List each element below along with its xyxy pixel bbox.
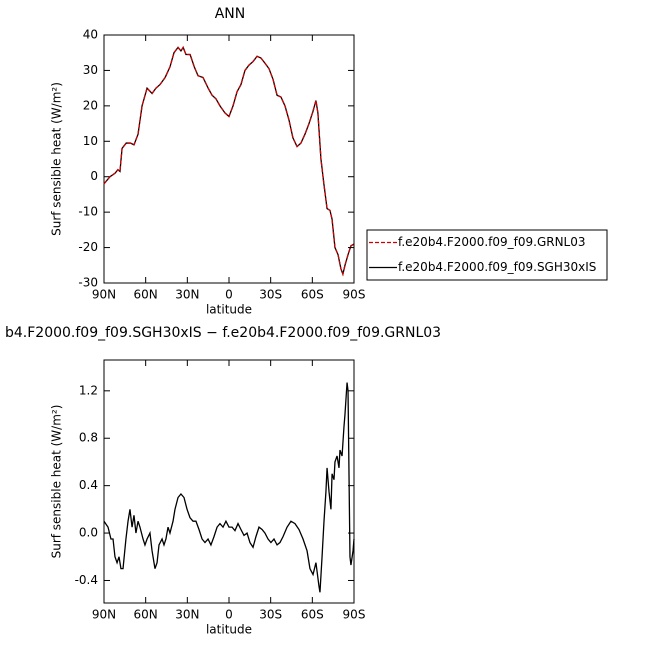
x-tick-label: 30S bbox=[259, 288, 282, 302]
y-tick-label: 0.8 bbox=[79, 431, 98, 445]
x-tick-label: 0 bbox=[225, 288, 233, 302]
y-axis-label: Surf sensible heat (W/m²) bbox=[50, 82, 64, 236]
x-tick-label: 90N bbox=[92, 608, 116, 622]
x-tick-label: 60N bbox=[134, 288, 158, 302]
legend-box bbox=[366, 229, 608, 281]
y-tick-label: 40 bbox=[83, 28, 98, 42]
x-tick-label: 30N bbox=[175, 288, 199, 302]
x-tick-label: 30N bbox=[175, 608, 199, 622]
x-tick-label: 0 bbox=[225, 608, 233, 622]
y-tick-label: 10 bbox=[83, 134, 98, 148]
legend-label: f.e20b4.F2000.f09_f09.SGH30xIS bbox=[398, 260, 596, 274]
data-line bbox=[103, 45, 355, 277]
chart-title: ANN bbox=[215, 6, 246, 22]
data-line bbox=[103, 382, 355, 593]
x-tick-label: 90N bbox=[92, 288, 116, 302]
y-tick-label: 0 bbox=[90, 169, 98, 183]
x-tick-label: 90S bbox=[343, 608, 366, 622]
x-axis-label: latitude bbox=[206, 303, 252, 317]
x-tick-label: 60N bbox=[134, 608, 158, 622]
y-axis-label: Surf sensible heat (W/m²) bbox=[50, 405, 64, 559]
x-tick-label: 90S bbox=[343, 288, 366, 302]
x-tick-label: 30S bbox=[259, 608, 282, 622]
y-tick-label: 0.0 bbox=[79, 526, 98, 540]
y-tick-label: 1.2 bbox=[79, 383, 98, 397]
y-tick-label: 20 bbox=[83, 98, 98, 112]
x-tick-label: 60S bbox=[301, 288, 324, 302]
x-tick-label: 60S bbox=[301, 608, 324, 622]
y-tick-label: -20 bbox=[78, 240, 98, 254]
chart-title: b4.F2000.f09_f09.SGH30xIS − f.e20b4.F200… bbox=[5, 325, 441, 341]
y-tick-label: 30 bbox=[83, 63, 98, 77]
y-tick-label: 0.4 bbox=[79, 478, 98, 492]
plot-frame bbox=[103, 34, 355, 284]
y-tick-label: -10 bbox=[78, 205, 98, 219]
legend-label: f.e20b4.F2000.f09_f09.GRNL03 bbox=[398, 235, 586, 249]
x-axis-label: latitude bbox=[206, 623, 252, 637]
y-tick-label: -0.4 bbox=[75, 573, 98, 587]
data-line bbox=[103, 45, 355, 277]
y-tick-label: -30 bbox=[78, 276, 98, 290]
